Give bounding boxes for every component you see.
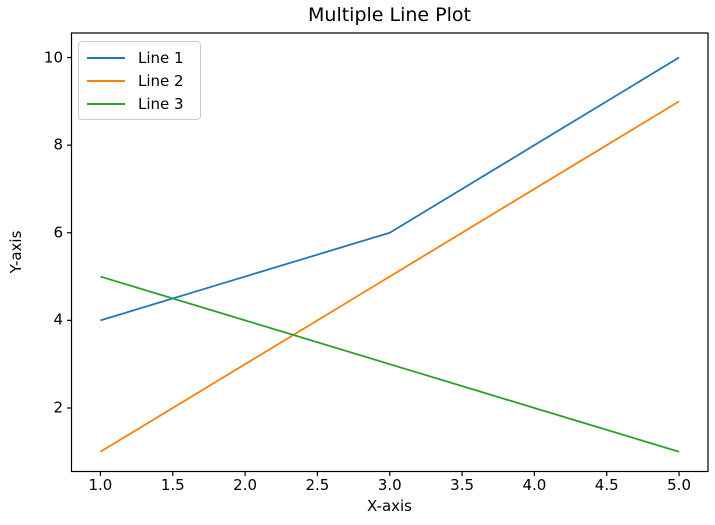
- x-tick-label: 1.0: [88, 476, 113, 494]
- x-tick-label: 2.5: [305, 476, 330, 494]
- line-series-1: [100, 56, 680, 322]
- legend-label: Line 1: [138, 48, 184, 67]
- x-tick-label: 4.0: [522, 476, 547, 494]
- legend-item: Line 2: [79, 70, 200, 92]
- y-tick-label: 2: [53, 398, 63, 417]
- chart-title: Multiple Line Plot: [308, 4, 471, 26]
- x-tick-label: 1.5: [160, 476, 185, 494]
- legend-swatch: [87, 102, 125, 105]
- y-tick-label: 4: [53, 310, 63, 329]
- legend-label: Line 3: [138, 94, 184, 113]
- y-tick-label: 6: [53, 223, 63, 242]
- legend-item: Line 1: [79, 47, 200, 69]
- x-tick-label: 2.0: [233, 476, 258, 494]
- x-tick-label: 3.5: [450, 476, 475, 494]
- y-tick-label: 10: [43, 48, 63, 67]
- line-series-3: [100, 275, 680, 453]
- x-tick-label: 4.5: [594, 476, 619, 494]
- legend: Line 1 Line 2 Line 3: [78, 41, 201, 120]
- legend-swatch: [87, 79, 125, 82]
- y-tick-label: 8: [53, 135, 63, 154]
- x-tick-label: 3.0: [377, 476, 402, 494]
- x-tick-label: 5.0: [667, 476, 691, 494]
- line-series-2: [99, 100, 680, 453]
- legend-swatch: [87, 56, 125, 59]
- legend-label: Line 2: [138, 71, 184, 90]
- legend-item: Line 3: [79, 93, 200, 115]
- x-axis-label: X-axis: [367, 497, 412, 515]
